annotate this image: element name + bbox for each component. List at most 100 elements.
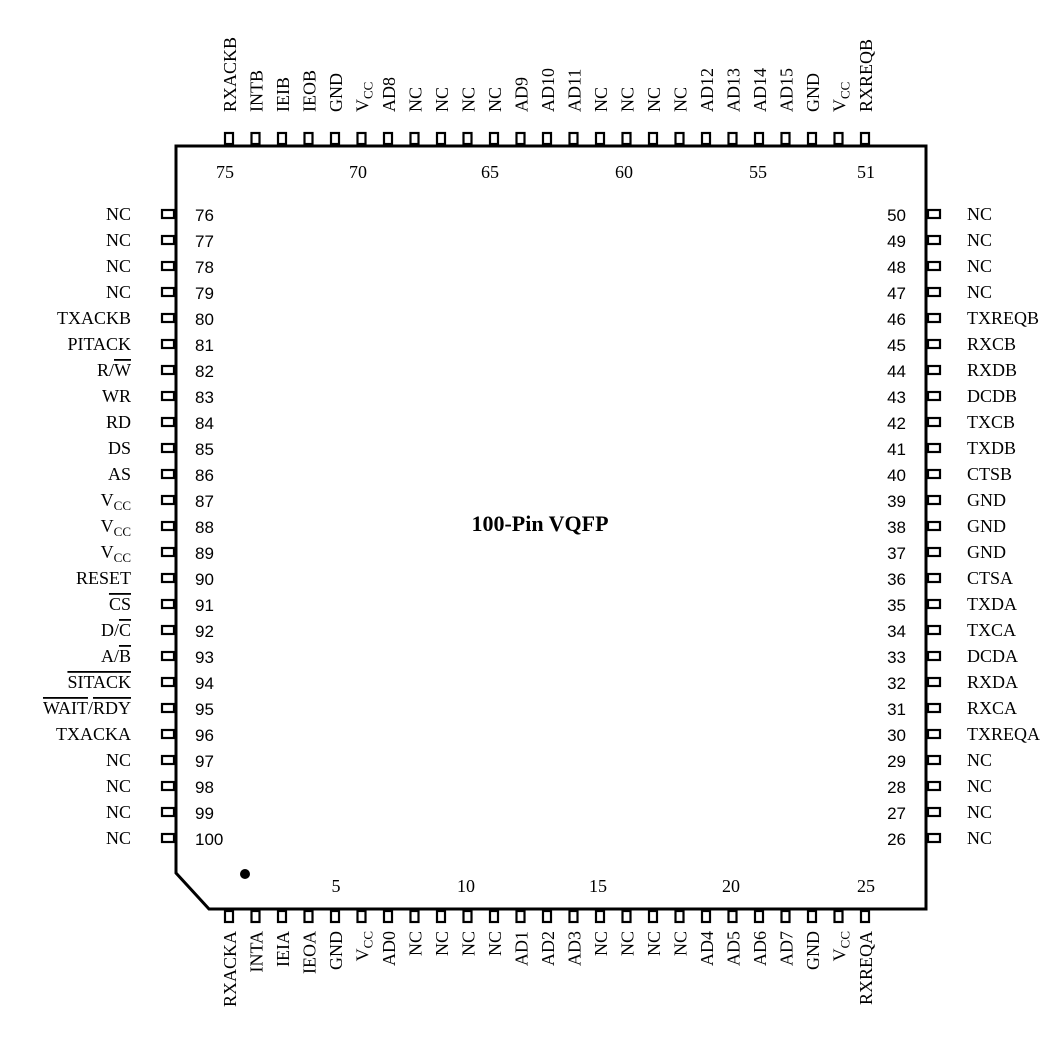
- pin-pad: [780, 909, 791, 924]
- pin-number: 98: [195, 778, 214, 797]
- corner-number: 25: [857, 876, 875, 896]
- pin-pad: [160, 676, 176, 688]
- pin-pad: [833, 909, 844, 924]
- pin-pad: [160, 702, 176, 714]
- pin-label: NC: [406, 931, 426, 956]
- pin-pad: [926, 780, 942, 792]
- pin-pad: [753, 909, 765, 924]
- pin-pad: [223, 909, 235, 924]
- pin-label: AD5: [724, 931, 744, 966]
- pin-label: GND: [326, 931, 346, 970]
- pin-pad: [462, 909, 473, 924]
- right-pin-column: 50 NC 49 NC 48 NC 47 NC 46 TXREQB 45 RXCB 44 RXDB 43 DC…: [887, 204, 1040, 849]
- pin-label: IEOA: [300, 931, 320, 974]
- pin-label: NC: [106, 204, 131, 224]
- pin-label: NC: [106, 282, 131, 302]
- corner-number: 10: [457, 876, 475, 896]
- pin-label: NC: [967, 802, 992, 822]
- pin-pad: [926, 598, 942, 610]
- pin-number: 96: [195, 726, 214, 745]
- pin-label: GND: [803, 73, 823, 112]
- pin-pad: [833, 131, 844, 146]
- pin-pad: [926, 650, 942, 662]
- corner-number: 20: [722, 876, 740, 896]
- pin-label: INTA: [247, 931, 267, 973]
- pin-pad: [926, 572, 942, 584]
- corner-number: 15: [589, 876, 607, 896]
- pin-number: 87: [195, 492, 214, 511]
- pin-label: DCDA: [967, 646, 1018, 666]
- pin-pad: [488, 131, 500, 146]
- pin-number: 94: [195, 674, 214, 693]
- pin-pad: [621, 909, 632, 924]
- pin-number: 44: [887, 362, 906, 381]
- pin-label: D/C: [101, 620, 131, 640]
- pin-pad: [160, 364, 176, 376]
- pin-label: A/B: [101, 646, 131, 666]
- pin-label: NC: [967, 204, 992, 224]
- pin-pad: [409, 909, 420, 924]
- pin-label: NC: [671, 931, 691, 956]
- pin-pad: [926, 364, 942, 376]
- pin-number: 34: [887, 622, 906, 641]
- pin-pad: [926, 260, 942, 272]
- pin-pad: [160, 832, 176, 844]
- pin-number: 95: [195, 700, 214, 719]
- pin-number: 30: [887, 726, 906, 745]
- pin-number: 36: [887, 570, 906, 589]
- pin-pad: [806, 131, 818, 146]
- bottom-corner-numbers: 5 10 15 20 25: [332, 876, 876, 896]
- pin-pad: [160, 468, 176, 480]
- pin-pad: [926, 546, 942, 558]
- pin-number: 42: [887, 414, 906, 433]
- pin-pad: [541, 131, 553, 146]
- pin-pad: [594, 909, 606, 924]
- pin-label: CS: [109, 594, 131, 614]
- pin-label: TXACKA: [56, 724, 131, 744]
- pin-pad: [276, 909, 288, 924]
- pin1-dot: [240, 869, 250, 879]
- pin-pad: [674, 909, 685, 924]
- pin-number: 79: [195, 284, 214, 303]
- pin-label: AD11: [565, 69, 585, 112]
- pin-label: VCC: [830, 931, 853, 961]
- pin-pad: [160, 234, 176, 246]
- pin-label: TXCA: [967, 620, 1016, 640]
- pin-number: 50: [887, 206, 906, 225]
- pin-pad: [382, 909, 394, 924]
- pin-pad: [160, 754, 176, 766]
- pin-label: NC: [106, 776, 131, 796]
- pin-number: 76: [195, 206, 214, 225]
- pin-label: AD7: [777, 931, 797, 966]
- pin-pad: [926, 806, 942, 818]
- pin-label: NC: [967, 230, 992, 250]
- pin-label: AD2: [538, 931, 558, 966]
- pin-label: NC: [406, 87, 426, 112]
- pin-pad: [859, 131, 871, 146]
- pin-label: DS: [108, 438, 131, 458]
- pin-number: 45: [887, 336, 906, 355]
- pin-label: AD10: [538, 68, 558, 112]
- pin-label: VCC: [353, 931, 376, 961]
- pin-pad: [700, 131, 712, 146]
- pin-label: NC: [618, 87, 638, 112]
- pin-number: 85: [195, 440, 214, 459]
- pin-label: NC: [967, 750, 992, 770]
- pin-pad: [160, 806, 176, 818]
- pin-label: RXACKA: [220, 931, 240, 1007]
- pin-label: VCC: [101, 542, 131, 565]
- pin-label: AD12: [697, 68, 717, 112]
- pin-pad: [515, 131, 526, 146]
- corner-number: 5: [332, 876, 341, 896]
- pin-pad: [160, 494, 176, 506]
- pin-number: 91: [195, 596, 214, 615]
- pin-number: 90: [195, 570, 214, 589]
- pin-label: AD14: [750, 68, 770, 112]
- pin-pad: [926, 494, 942, 506]
- pin-number: 97: [195, 752, 214, 771]
- pin-label: AD8: [379, 77, 399, 112]
- pin-pad: [926, 676, 942, 688]
- pin-pad: [926, 208, 942, 220]
- pin-label: TXDB: [967, 438, 1016, 458]
- pin-number: 89: [195, 544, 214, 563]
